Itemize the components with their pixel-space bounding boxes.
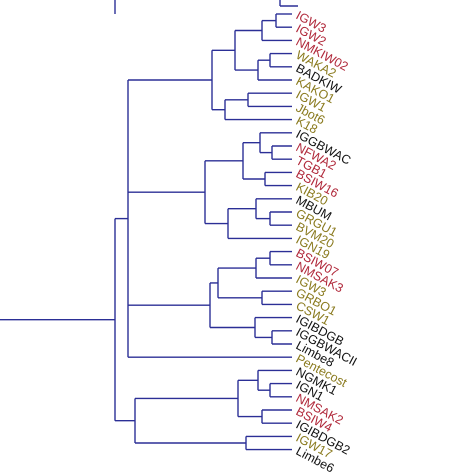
tree-branches	[0, 0, 298, 451]
leaf-labels: IGW3IGW2NMKIW02WAKA2BADKIWKAKO1IGW1Jbot6…	[294, 8, 360, 474]
